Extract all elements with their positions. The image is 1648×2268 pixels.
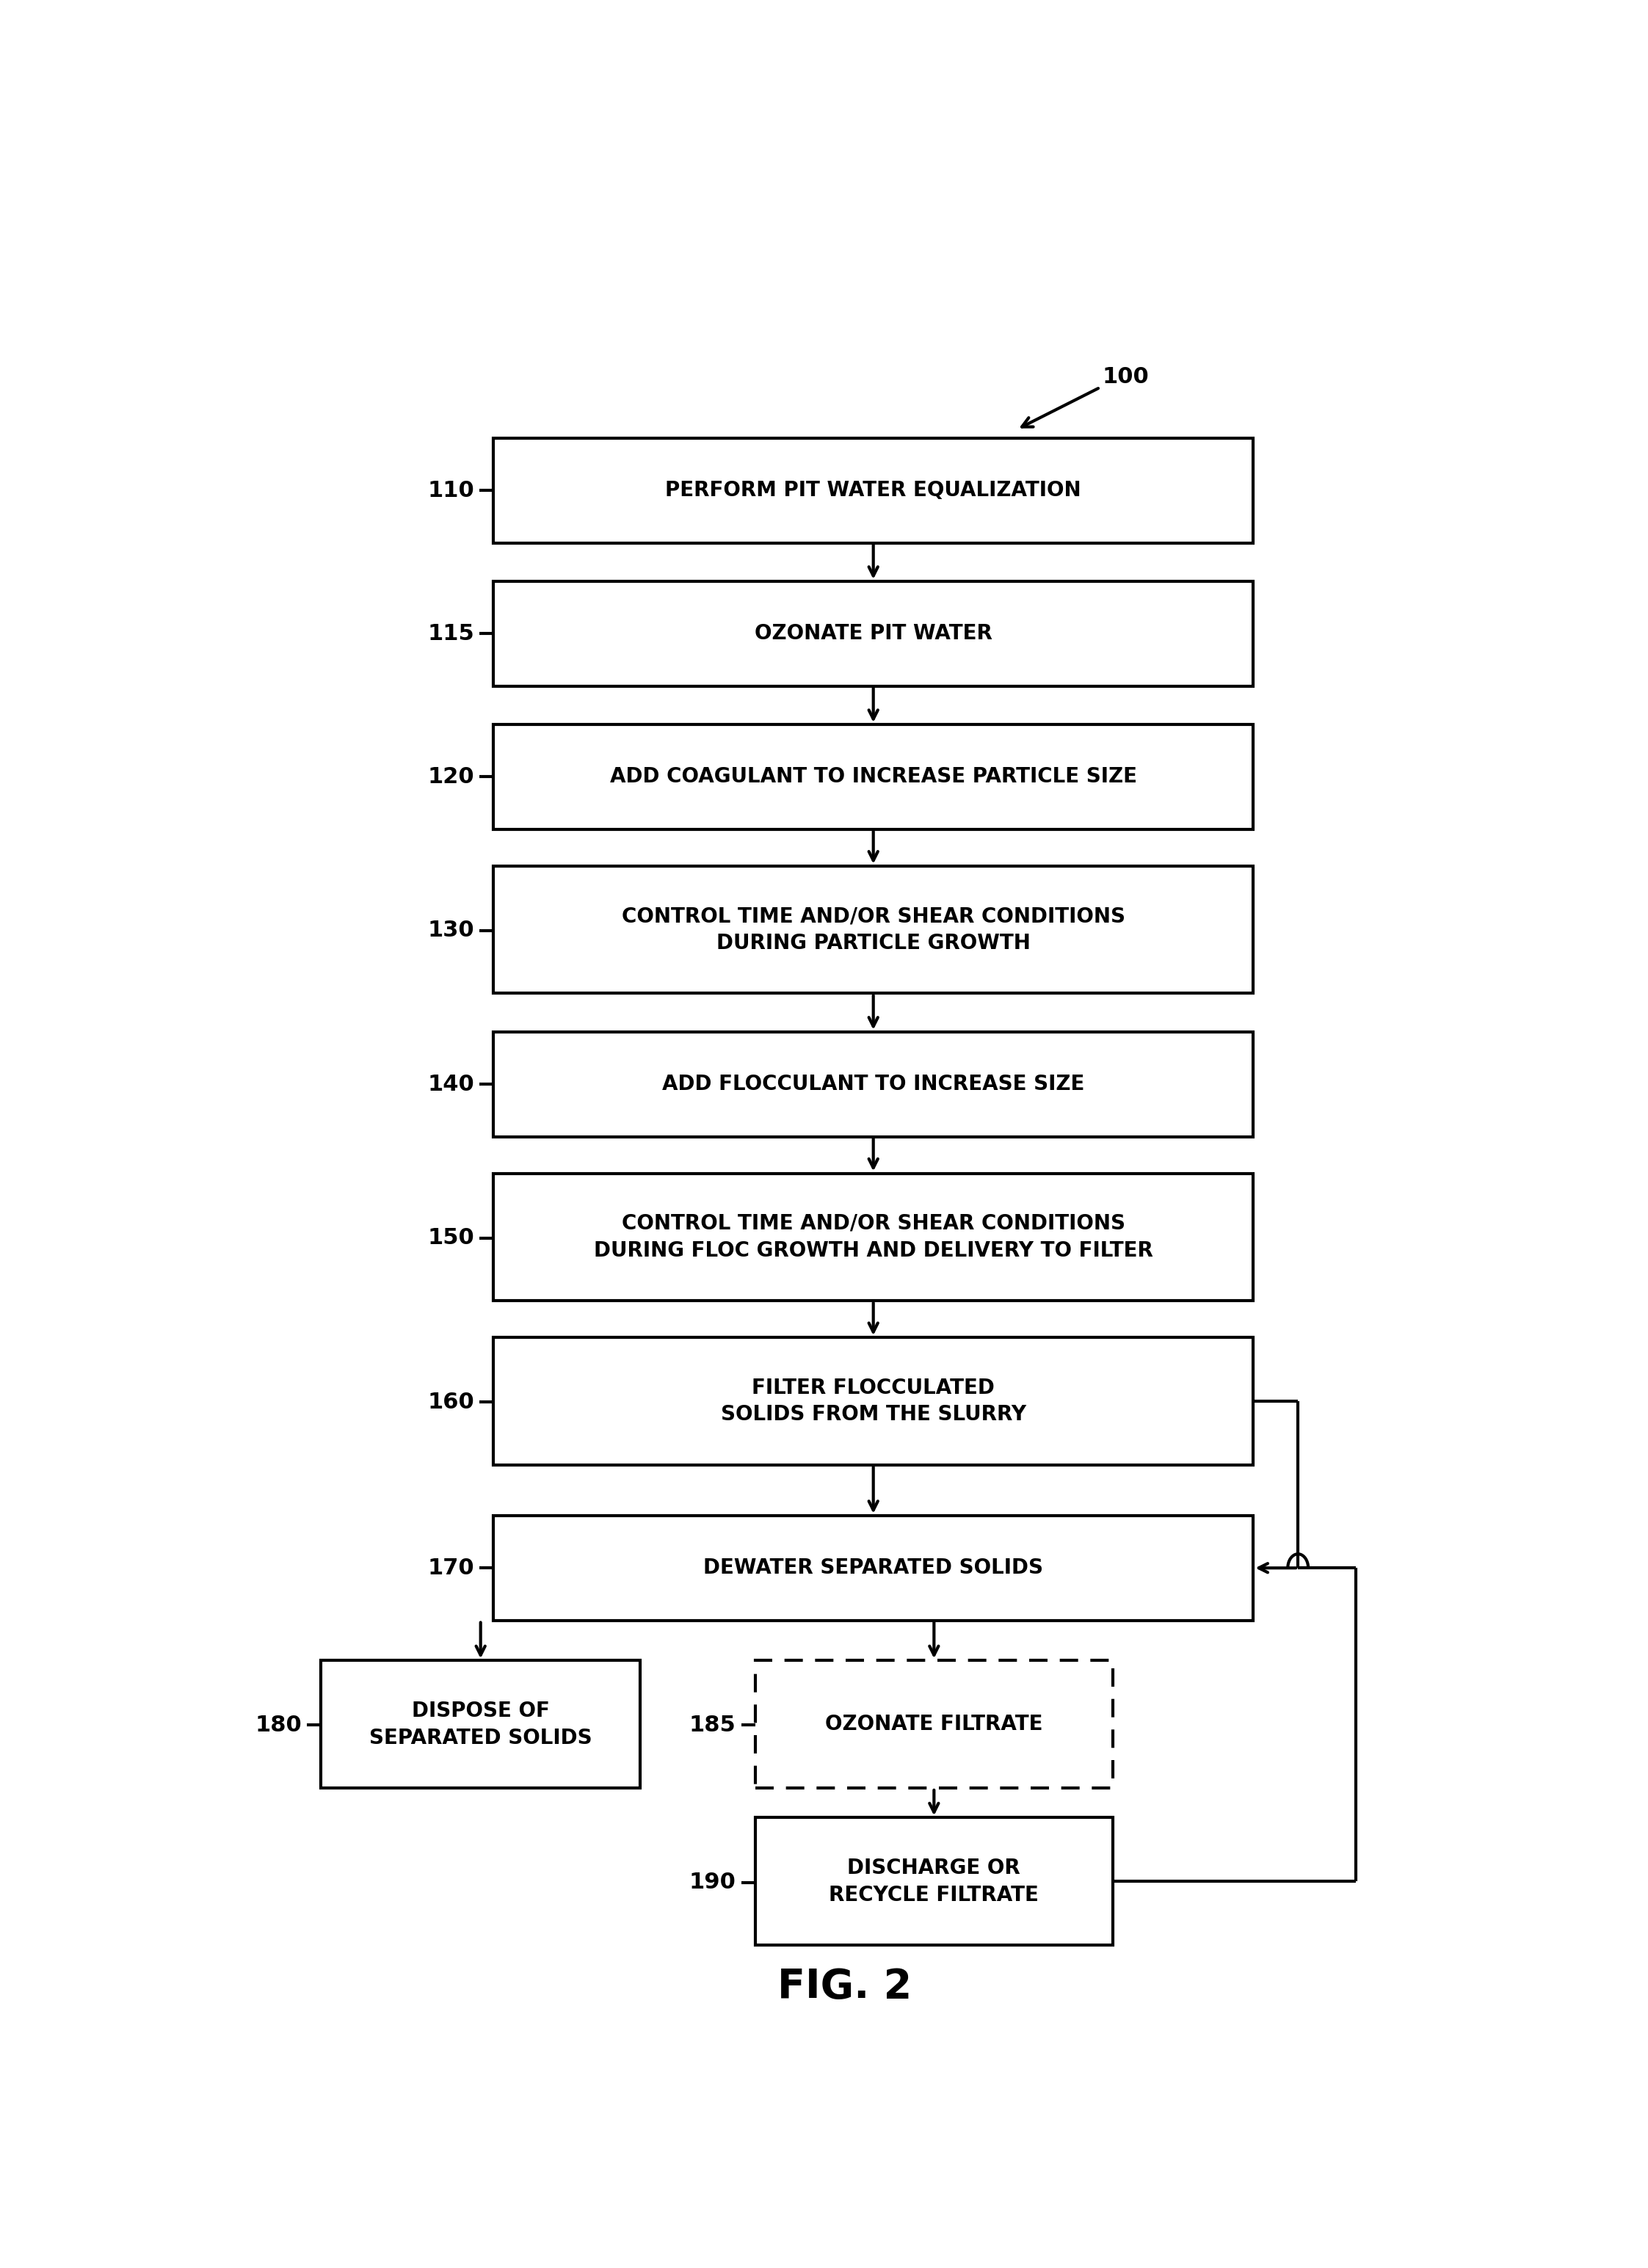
- Text: ADD FLOCCULANT TO INCREASE SIZE: ADD FLOCCULANT TO INCREASE SIZE: [662, 1075, 1084, 1095]
- Bar: [493, 1032, 1254, 1136]
- Text: DEWATER SEPARATED SOLIDS: DEWATER SEPARATED SOLIDS: [704, 1558, 1043, 1579]
- Text: DISCHARGE OR
RECYCLE FILTRATE: DISCHARGE OR RECYCLE FILTRATE: [829, 1857, 1038, 1905]
- Bar: [493, 438, 1254, 542]
- Text: 150: 150: [427, 1227, 475, 1250]
- Text: 120: 120: [427, 767, 475, 787]
- Text: CONTROL TIME AND/OR SHEAR CONDITIONS
DURING FLOC GROWTH AND DELIVERY TO FILTER: CONTROL TIME AND/OR SHEAR CONDITIONS DUR…: [593, 1213, 1154, 1261]
- Text: ADD COAGULANT TO INCREASE PARTICLE SIZE: ADD COAGULANT TO INCREASE PARTICLE SIZE: [610, 767, 1137, 787]
- Text: FILTER FLOCCULATED
SOLIDS FROM THE SLURRY: FILTER FLOCCULATED SOLIDS FROM THE SLURR…: [720, 1377, 1027, 1424]
- Text: 100: 100: [1103, 367, 1149, 388]
- Text: 170: 170: [427, 1558, 475, 1579]
- Bar: [493, 1173, 1254, 1302]
- Text: 180: 180: [255, 1715, 302, 1735]
- Bar: [755, 1817, 1112, 1946]
- Bar: [493, 1338, 1254, 1465]
- Text: OZONATE PIT WATER: OZONATE PIT WATER: [755, 624, 992, 644]
- Text: PERFORM PIT WATER EQUALIZATION: PERFORM PIT WATER EQUALIZATION: [666, 481, 1081, 501]
- Bar: [755, 1660, 1112, 1787]
- Text: 130: 130: [427, 921, 475, 941]
- Text: 160: 160: [427, 1390, 475, 1413]
- Text: OZONATE FILTRATE: OZONATE FILTRATE: [826, 1715, 1043, 1735]
- Text: 115: 115: [427, 624, 475, 644]
- Bar: [493, 866, 1254, 993]
- Bar: [493, 581, 1254, 685]
- Bar: [321, 1660, 639, 1787]
- Text: DISPOSE OF
SEPARATED SOLIDS: DISPOSE OF SEPARATED SOLIDS: [369, 1701, 592, 1749]
- Text: FIG. 2: FIG. 2: [778, 1966, 911, 2007]
- Text: 110: 110: [427, 481, 475, 501]
- Text: 190: 190: [689, 1871, 737, 1894]
- Text: 185: 185: [689, 1715, 737, 1735]
- Bar: [493, 723, 1254, 830]
- Text: CONTROL TIME AND/OR SHEAR CONDITIONS
DURING PARTICLE GROWTH: CONTROL TIME AND/OR SHEAR CONDITIONS DUR…: [621, 905, 1126, 953]
- Bar: [493, 1515, 1254, 1619]
- Text: 140: 140: [427, 1073, 475, 1095]
